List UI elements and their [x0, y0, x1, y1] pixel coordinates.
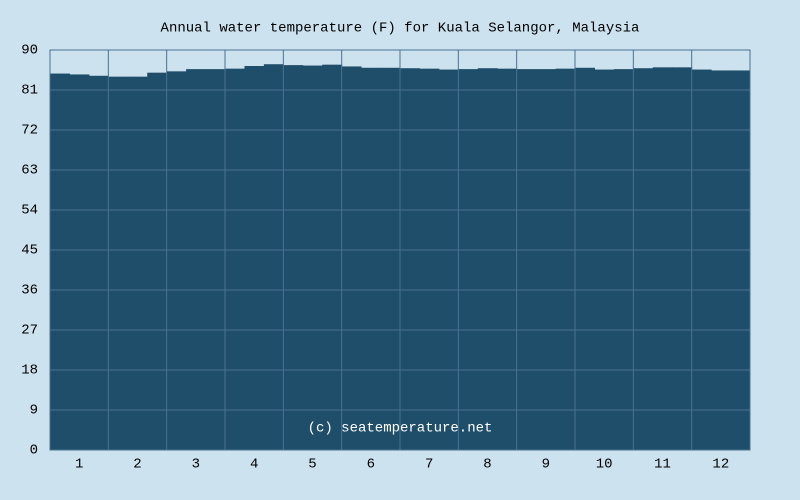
area-step — [186, 69, 207, 450]
x-tick-label: 8 — [483, 457, 491, 473]
area-step — [380, 67, 401, 451]
y-tick-label: 90 — [21, 43, 38, 59]
watermark: (c) seatemperature.net — [308, 421, 493, 437]
area-step — [400, 68, 420, 450]
area-step — [575, 67, 595, 451]
area-step — [419, 68, 440, 451]
x-tick-label: 12 — [712, 457, 729, 473]
x-tick-label: 1 — [75, 457, 83, 473]
area-step — [263, 64, 284, 450]
area-step — [244, 66, 265, 450]
x-tick-label: 7 — [425, 457, 433, 473]
y-tick-label: 81 — [21, 83, 38, 99]
area-step — [166, 71, 187, 450]
x-tick-label: 2 — [133, 457, 141, 473]
area-step — [691, 69, 712, 451]
area-step — [50, 73, 70, 451]
area-step — [108, 76, 129, 451]
area-step — [438, 69, 459, 451]
y-tick-label: 27 — [21, 323, 38, 339]
y-tick-label: 54 — [21, 203, 38, 219]
y-tick-label: 9 — [30, 403, 38, 419]
area-step — [516, 69, 537, 450]
area-step — [711, 70, 732, 450]
area-step — [672, 67, 693, 450]
area-step — [322, 64, 343, 451]
area-step — [594, 69, 615, 451]
x-tick-label: 9 — [542, 457, 550, 473]
area-step — [147, 72, 168, 451]
area-step — [341, 66, 362, 450]
area-step — [302, 65, 323, 451]
area-step — [613, 69, 634, 450]
area-step — [361, 67, 382, 451]
area-step — [730, 70, 751, 450]
x-tick-label: 11 — [654, 457, 671, 473]
x-tick-label: 6 — [367, 457, 375, 473]
area-step — [652, 67, 673, 450]
x-tick-label: 4 — [250, 457, 258, 473]
y-tick-label: 63 — [21, 163, 38, 179]
x-tick-label: 5 — [308, 457, 316, 473]
y-tick-label: 72 — [21, 123, 38, 139]
area-step — [497, 68, 518, 451]
y-tick-label: 0 — [30, 443, 38, 459]
area-step — [69, 74, 90, 450]
area-step — [458, 69, 479, 450]
area-step — [205, 69, 226, 450]
area-step — [225, 68, 245, 451]
x-tick-label: 10 — [596, 457, 613, 473]
area-step — [88, 75, 109, 451]
plot-border — [49, 49, 751, 451]
chart-title: Annual water temperature (F) for Kuala S… — [161, 21, 640, 37]
y-tick-label: 45 — [21, 243, 38, 259]
area-step — [283, 65, 304, 450]
area-step — [555, 68, 576, 451]
x-tick-label: 3 — [192, 457, 200, 473]
y-tick-label: 18 — [21, 363, 38, 379]
area-step — [477, 68, 498, 450]
area-step — [127, 76, 148, 451]
y-tick-label: 36 — [21, 283, 38, 299]
area-step — [633, 68, 654, 450]
area-step — [536, 69, 557, 450]
